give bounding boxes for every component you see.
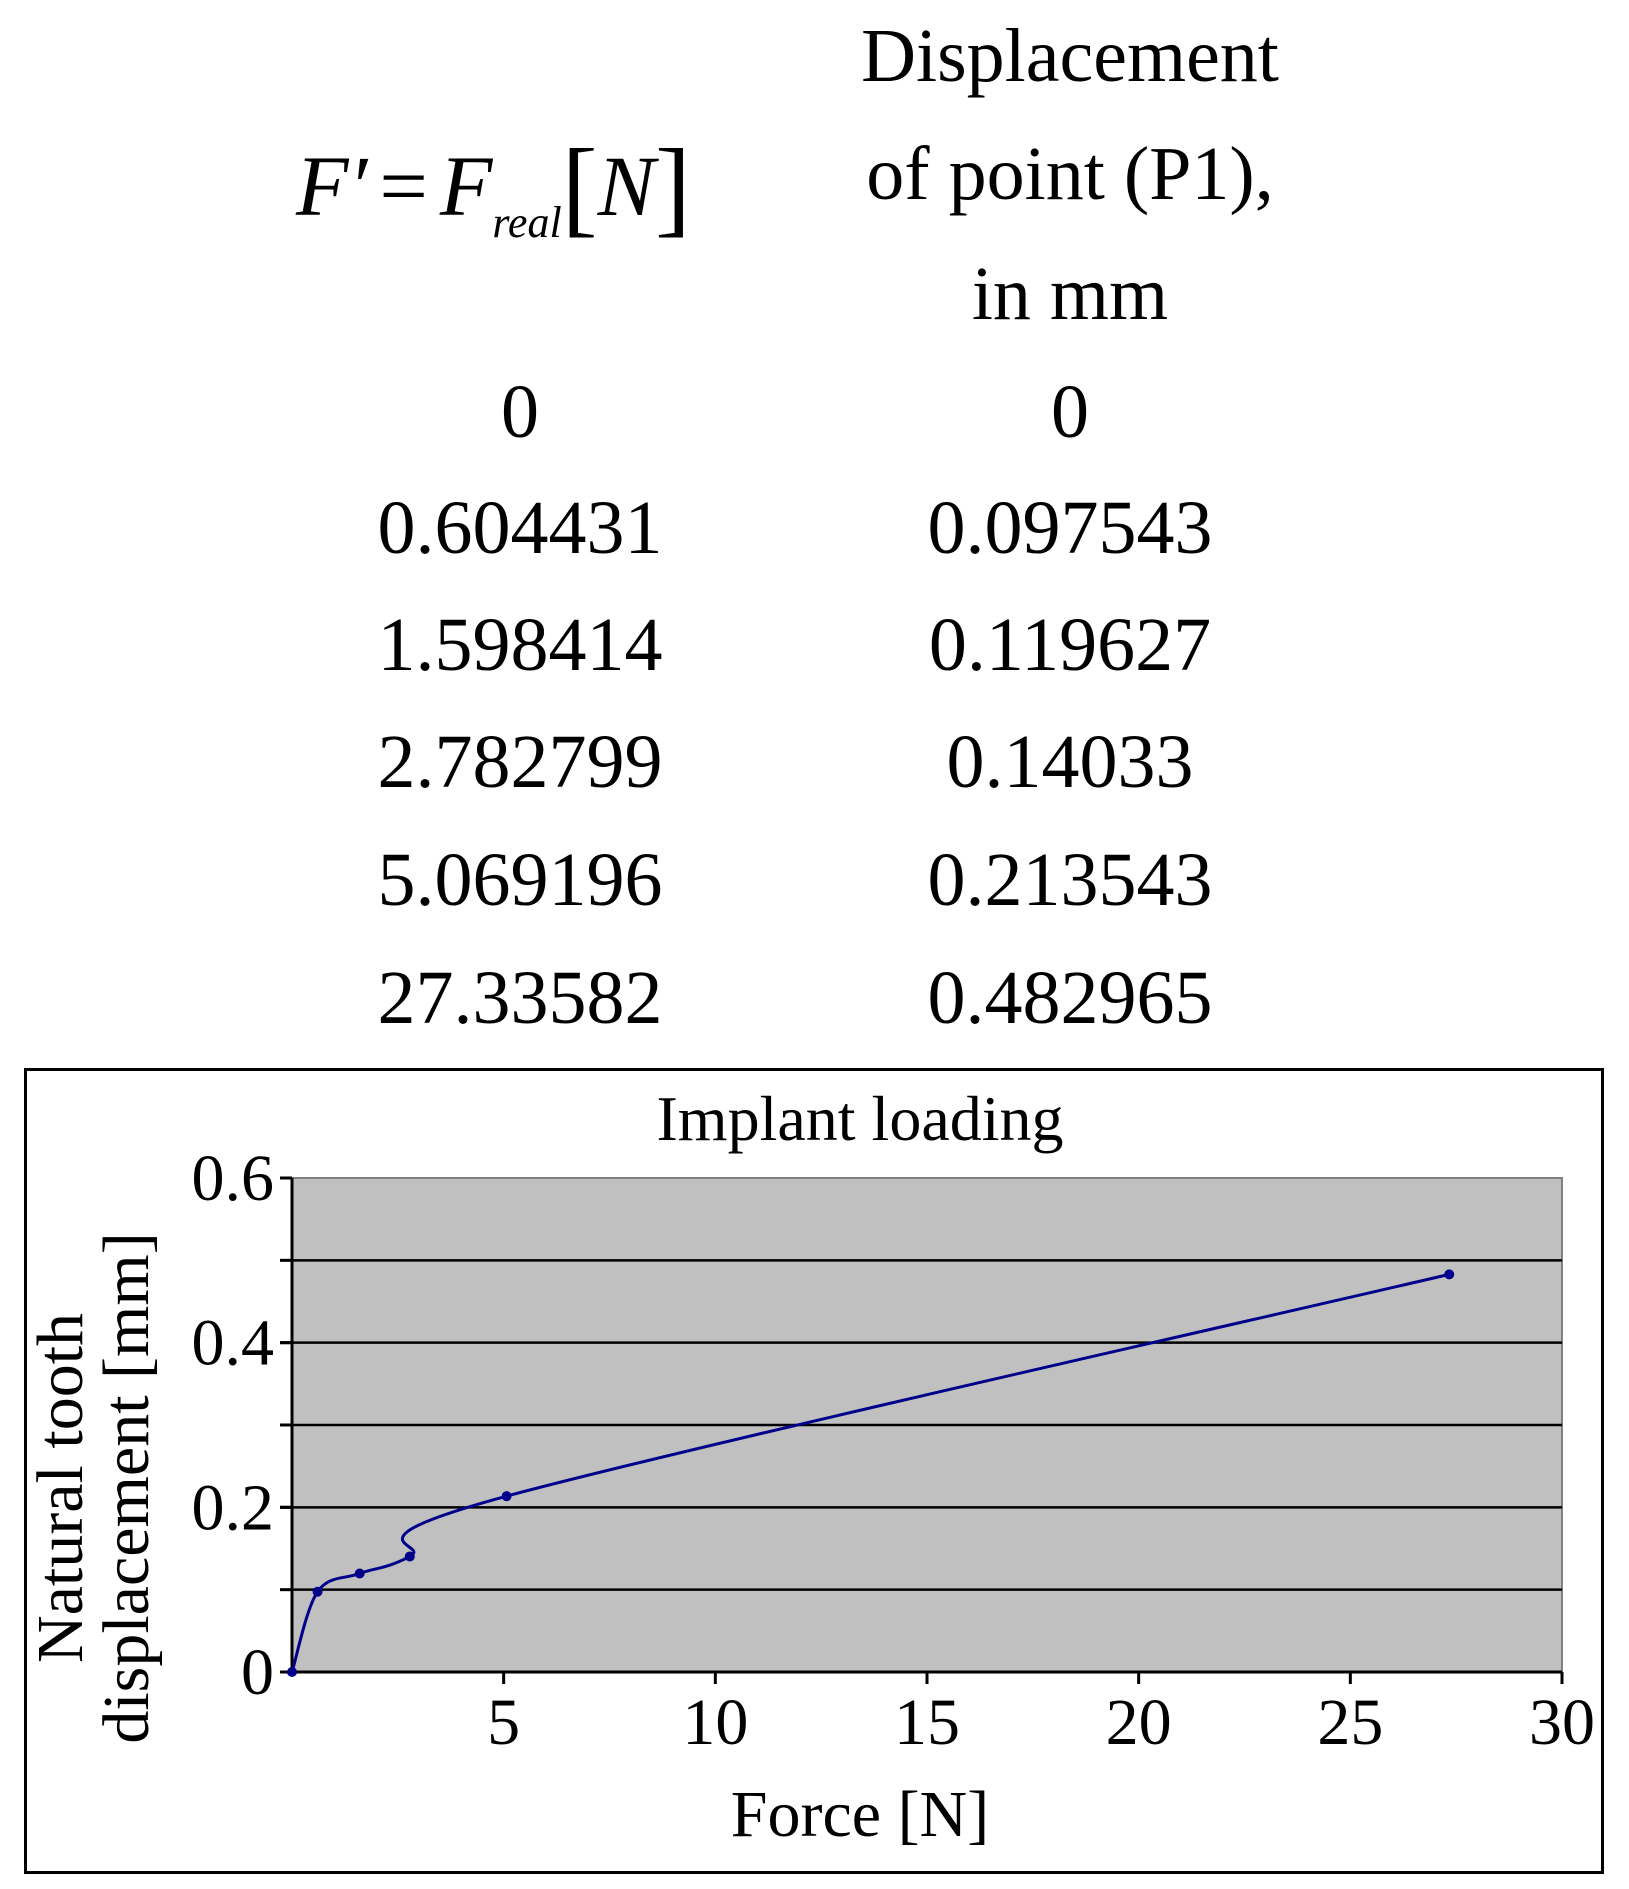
force-F: F [439,138,493,234]
table-row-force: 5.069196 [377,838,663,922]
data-point [312,1586,323,1597]
x-tick-label: 30 [1529,1686,1595,1759]
x-tick-label: 10 [682,1686,748,1759]
data-point [501,1491,512,1502]
bracket-left: [ [561,128,598,247]
table-row-displacement: 0.213543 [927,838,1213,922]
displacement-header-line1: Displacement [861,14,1279,98]
force-unit: N [597,138,656,234]
displacement-header-line2: of point (P1), [866,132,1274,216]
table-row-displacement: 0.482965 [927,956,1213,1040]
table-row-displacement: 0.119627 [928,603,1212,687]
table-row-displacement: 0 [1051,370,1089,454]
y-axis-title-line2: displacement [mm] [90,1232,163,1743]
table-row-displacement: 0.14033 [946,720,1194,804]
x-axis-title: Force [N] [731,1778,989,1851]
force-column-header: F′ = Freal[N] [296,118,691,247]
table-row-displacement: 0.097543 [927,486,1213,570]
table-row-force: 0.604431 [377,486,663,570]
y-tick-label: 0.2 [192,1471,275,1544]
x-tick-label: 20 [1106,1686,1172,1759]
series-line [290,1272,1450,1673]
table-row-force: 0 [501,370,539,454]
table-row-force: 1.598414 [377,603,663,687]
y-tick-label: 0.6 [192,1142,275,1215]
displacement-header-line3: in mm [971,252,1169,336]
chart-frame [24,1068,1604,1874]
chart-title: Implant loading [656,1083,1063,1154]
x-tick-label: 5 [487,1686,520,1759]
force-symbol: F′ [296,138,368,234]
x-tick-label: 15 [894,1686,960,1759]
y-axis-title-line1: Natural tooth [24,1313,97,1663]
equals-sign: = [379,138,428,234]
data-point [354,1568,365,1579]
table-row-force: 27.33582 [377,956,663,1040]
y-tick-label: 0.4 [192,1307,275,1380]
y-tick-label: 0 [241,1636,274,1709]
x-tick-label: 25 [1317,1686,1383,1759]
bracket-right: ] [655,128,691,247]
table-row-force: 2.782799 [377,720,663,804]
data-point [404,1551,415,1562]
force-subscript: real [492,198,562,247]
data-point [1444,1269,1455,1280]
data-point [287,1667,297,1677]
